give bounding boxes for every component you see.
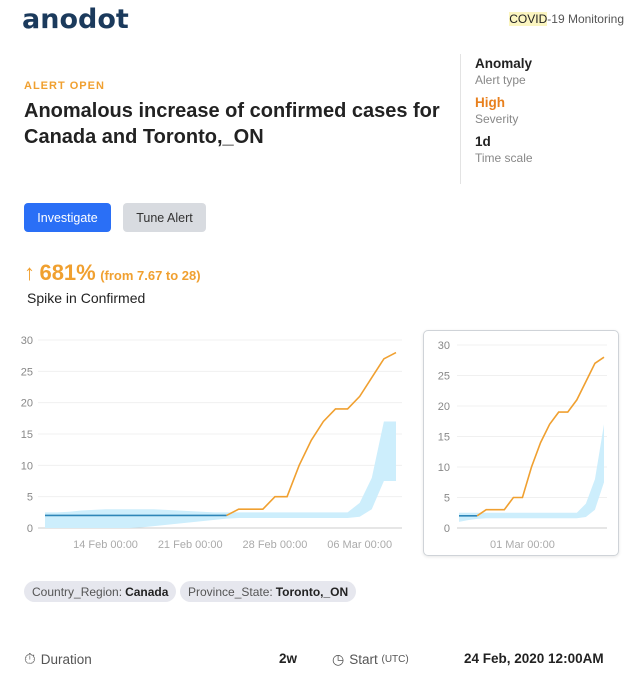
- y-tick-label: 30: [21, 335, 33, 347]
- spike-label: Spike in Confirmed: [27, 290, 145, 306]
- spike-metric: Confirmed: [80, 290, 146, 306]
- y-tick-label: 15: [438, 432, 450, 444]
- y-tick-label: 20: [438, 401, 450, 413]
- y-tick-label: 5: [27, 492, 33, 504]
- duration-value-text: 2w: [279, 651, 298, 666]
- time-scale-value: 1d: [475, 134, 491, 149]
- spike-label-prefix: Spike in: [27, 290, 77, 306]
- monitor-name: COVID-19 Monitoring: [509, 12, 624, 26]
- time-scale-label: Time scale: [475, 151, 533, 165]
- anomaly-series-line: [226, 351, 397, 517]
- y-tick-label: 0: [444, 523, 450, 535]
- tag-key: Province_State:: [188, 584, 273, 599]
- y-tick-label: 25: [21, 366, 33, 378]
- clock-icon: ◷: [332, 651, 345, 667]
- duration-label-text: Duration: [40, 652, 92, 667]
- baseline-band: [45, 421, 396, 528]
- alert-type-value: Anomaly: [475, 56, 533, 71]
- y-tick-label: 10: [21, 460, 33, 472]
- stopwatch-icon: ⏱: [24, 651, 36, 668]
- x-tick-label: 21 Feb 00:00: [158, 539, 223, 551]
- anomaly-series-line: [476, 356, 605, 517]
- x-tick-label: 06 Mar 00:00: [327, 539, 392, 551]
- duration-value: 2w: [279, 651, 297, 666]
- alert-type-label: Alert type: [475, 73, 526, 87]
- monitor-highlight: COVID: [509, 12, 548, 26]
- start-unit: (UTC): [381, 654, 409, 665]
- spike-summary: ↑ 681% (from 7.67 to 28): [24, 260, 201, 286]
- arrow-up-icon: ↑: [24, 260, 35, 285]
- alert-status: ALERT OPEN: [24, 80, 105, 92]
- main-chart[interactable]: 0 5 10 15 20 25 30 14 Feb 00:00 21 Feb 00:00 28 F…: [0, 325, 410, 555]
- x-tick-label: 28 Feb 00:00: [243, 539, 308, 551]
- y-tick-label: 25: [438, 371, 450, 383]
- monitor-rest: -19 Monitoring: [547, 12, 624, 26]
- tag-country-region[interactable]: Country_Region: Canada: [24, 581, 177, 602]
- start-value-text: 24 Feb, 2020 12:00AM: [464, 651, 604, 666]
- start-value: 24 Feb, 2020 12:00AM: [464, 651, 604, 666]
- tag-province-state[interactable]: Province_State: Toronto,_ON: [180, 581, 357, 602]
- alert-properties: Anomaly Alert type High Severity 1d Time…: [460, 54, 533, 184]
- tag-key: Country_Region:: [32, 584, 123, 599]
- y-tick-label: 0: [27, 523, 33, 535]
- y-tick-label: 5: [444, 493, 450, 505]
- duration-label: ⏱ Duration: [24, 651, 92, 668]
- tag-value: Canada: [125, 584, 169, 599]
- investigate-button[interactable]: Investigate: [24, 203, 111, 232]
- severity-value: High: [475, 95, 505, 110]
- x-tick-label: 01 Mar 00:00: [490, 539, 555, 551]
- spike-percent: 681%: [39, 260, 96, 285]
- y-tick-label: 30: [438, 340, 450, 352]
- spike-range: (from 7.67 to 28): [100, 268, 201, 283]
- severity-label: Severity: [475, 112, 519, 126]
- baseline-band: [459, 424, 604, 522]
- tag-value: Toronto,_ON: [275, 584, 349, 599]
- zoomed-chart[interactable]: 0 5 10 15 20 25 30 01 Mar 00:00: [423, 325, 618, 555]
- y-tick-label: 10: [438, 462, 450, 474]
- zoomed-chart-frame[interactable]: [423, 330, 619, 556]
- anodot-logo[interactable]: anodot: [22, 4, 129, 35]
- start-label-text: Start: [349, 652, 378, 667]
- alert-title: Anomalous increase of confirmed cases fo…: [24, 100, 440, 148]
- y-tick-label: 20: [21, 398, 33, 410]
- tune-alert-button[interactable]: Tune Alert: [123, 203, 206, 232]
- y-tick-label: 15: [21, 429, 33, 441]
- start-label: ◷ Start (UTC): [332, 651, 409, 668]
- x-tick-label: 14 Feb 00:00: [73, 539, 138, 551]
